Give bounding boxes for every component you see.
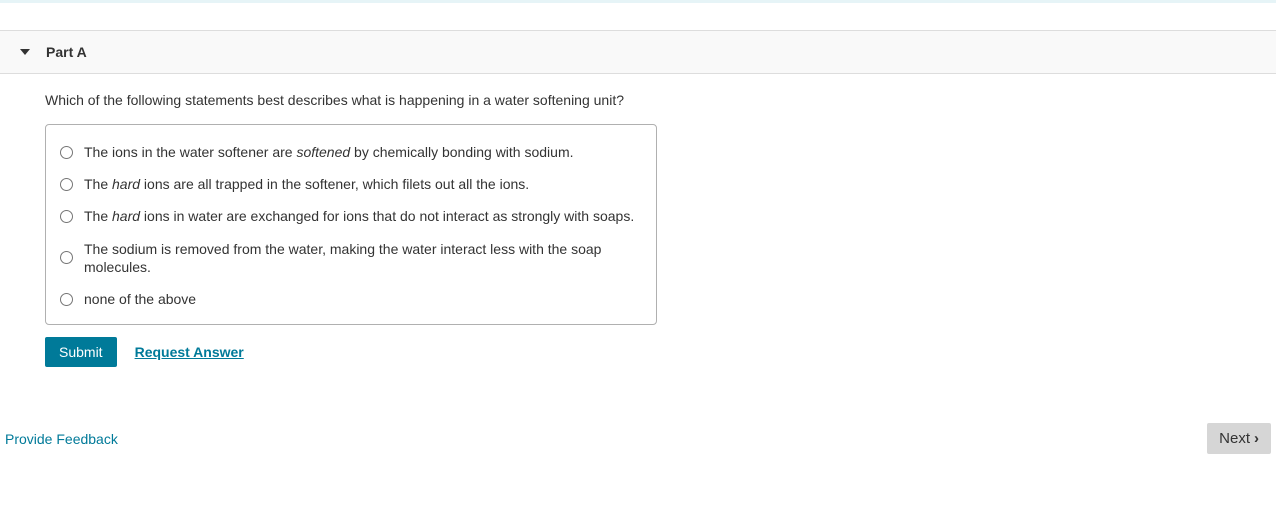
option-text: The (84, 176, 112, 192)
option-label-0[interactable]: The ions in the water softener are softe… (84, 143, 574, 161)
content-area: Which of the following statements best d… (0, 74, 1276, 367)
option-row[interactable]: The hard ions in water are exchanged for… (60, 207, 642, 225)
footer-row: Provide Feedback Next › (0, 423, 1276, 454)
part-title: Part A (46, 44, 87, 60)
option-radio-4[interactable] (60, 293, 73, 306)
option-radio-0[interactable] (60, 146, 73, 159)
option-row[interactable]: The hard ions are all trapped in the sof… (60, 175, 642, 193)
chevron-right-icon: › (1254, 430, 1259, 447)
option-text: The sodium is removed from the water, ma… (84, 241, 601, 275)
caret-down-icon (20, 49, 30, 55)
request-answer-link[interactable]: Request Answer (135, 344, 244, 360)
option-em: softened (296, 144, 350, 160)
option-label-4[interactable]: none of the above (84, 290, 196, 308)
option-label-1[interactable]: The hard ions are all trapped in the sof… (84, 175, 529, 193)
next-button[interactable]: Next › (1207, 423, 1271, 454)
option-label-2[interactable]: The hard ions in water are exchanged for… (84, 207, 634, 225)
option-radio-3[interactable] (60, 251, 73, 264)
option-row[interactable]: none of the above (60, 290, 642, 308)
option-text: ions in water are exchanged for ions tha… (140, 208, 634, 224)
option-text: The ions in the water softener are (84, 144, 296, 160)
option-text: by chemically bonding with sodium. (350, 144, 573, 160)
option-radio-1[interactable] (60, 178, 73, 191)
option-row[interactable]: The sodium is removed from the water, ma… (60, 240, 642, 276)
option-em: hard (112, 176, 140, 192)
top-strip (0, 0, 1276, 3)
option-radio-2[interactable] (60, 210, 73, 223)
option-text: The (84, 208, 112, 224)
option-row[interactable]: The ions in the water softener are softe… (60, 143, 642, 161)
option-text: none of the above (84, 291, 196, 307)
option-label-3[interactable]: The sodium is removed from the water, ma… (84, 240, 642, 276)
option-text: ions are all trapped in the softener, wh… (140, 176, 529, 192)
part-header[interactable]: Part A (0, 30, 1276, 74)
provide-feedback-link[interactable]: Provide Feedback (5, 431, 118, 447)
option-em: hard (112, 208, 140, 224)
submit-button[interactable]: Submit (45, 337, 117, 367)
question-text: Which of the following statements best d… (45, 92, 1276, 108)
next-label: Next (1219, 430, 1250, 447)
actions-row: Submit Request Answer (45, 337, 1276, 367)
options-box: The ions in the water softener are softe… (45, 124, 657, 325)
